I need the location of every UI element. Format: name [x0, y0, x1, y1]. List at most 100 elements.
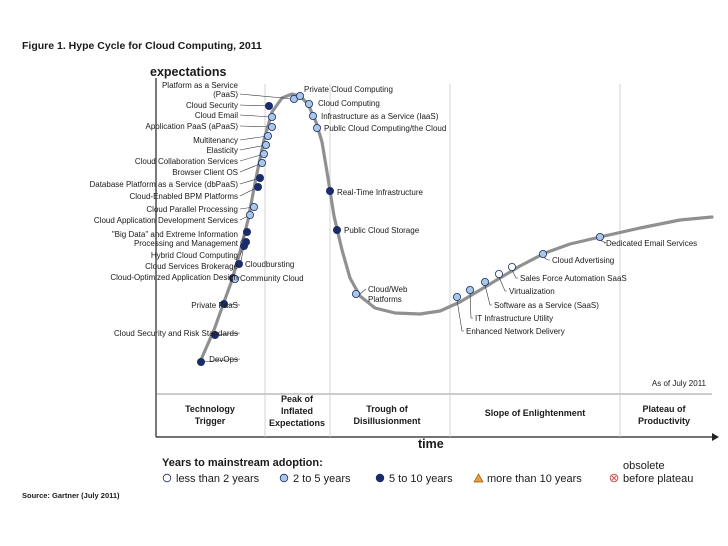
marker-right-5	[332, 225, 341, 234]
tech-label-slope-3: Virtualization	[509, 287, 555, 296]
tech-label-slope-1: Cloud Advertising	[552, 256, 614, 265]
tech-label-left-10: Cloud Parallel Processing	[146, 205, 238, 214]
marker-left-16	[219, 299, 228, 308]
phase-label-0: Trigger	[195, 416, 226, 426]
marker-slope-5	[465, 285, 474, 294]
hype-curve-line	[198, 92, 714, 364]
leader-slope-4	[484, 284, 492, 306]
legend-label-4: obsolete	[623, 460, 665, 472]
tech-label-slope-5: IT Infrastructure Utility	[475, 314, 553, 323]
phase-label-1: Expectations	[269, 418, 325, 428]
figure-title: Figure 1. Hype Cycle for Cloud Computing…	[22, 40, 262, 52]
leader-slope-2	[511, 269, 518, 279]
marker-right-2	[308, 112, 317, 121]
tech-label-left-4: Multitenancy	[193, 136, 238, 145]
tech-label-slope-0: Dedicated Email Services	[606, 239, 697, 248]
tech-label-slope-4: Software as a Service (SaaS)	[494, 301, 599, 310]
leader-left-0	[239, 93, 295, 100]
marker-left-1	[264, 102, 273, 111]
tech-label-left-0: (PaaS)	[213, 90, 238, 99]
tech-label-left-8: Database Platform as a Service (dbPaaS)	[89, 180, 238, 189]
legend: Years to mainstream adoption: less than 2…	[162, 457, 693, 485]
tech-label-left-11: Cloud Application Development Services	[94, 216, 238, 225]
tech-label-left-18: DevOps	[209, 355, 238, 364]
tech-label-right-8: Platforms	[368, 295, 402, 304]
marker-slope-0	[596, 232, 605, 241]
tech-label-left-0: Platform as a Service	[162, 81, 239, 90]
leader-slope-1	[542, 256, 550, 261]
tech-label-left-12: "Big Data" and Extreme Information	[112, 230, 238, 239]
marker-left-14	[239, 241, 248, 250]
hype-curve	[198, 92, 714, 364]
tech-label-right-5: Public Cloud Storage	[344, 226, 420, 235]
marker-left-12	[242, 227, 251, 236]
tech-label-left-12: Processing and Management	[134, 239, 239, 248]
marker-right-3	[312, 124, 321, 133]
marker-slope-6	[452, 292, 461, 301]
leader-slope-6	[456, 299, 464, 332]
phase-label-4: Plateau of	[642, 404, 686, 414]
leader-left-2	[239, 114, 273, 118]
marker-right-7	[230, 274, 239, 283]
tech-label-left-16: Private PaaS	[191, 301, 238, 310]
marker-right-0	[295, 92, 304, 101]
legend-marker-0	[162, 473, 172, 483]
leader-slope-0	[599, 239, 607, 244]
leader-slope-3	[498, 276, 507, 292]
tech-label-left-3: Application PaaS (aPaaS)	[146, 122, 239, 131]
tech-label-slope-6: Enhanced Network Delivery	[466, 327, 565, 336]
tech-label-left-14: Cloud Services Brokerage	[145, 262, 238, 271]
phase-label-1: Peak of	[281, 394, 314, 404]
leader-left-3	[239, 125, 273, 128]
marker-left-6	[259, 149, 268, 158]
leader-left-17	[214, 332, 241, 336]
tech-label-right-3: Public Cloud Computing/the Cloud	[324, 124, 446, 133]
legend-marker-1	[279, 473, 289, 483]
phase-label-2: Disillusionment	[353, 416, 420, 426]
legend-label-4: before plateau	[623, 473, 693, 485]
marker-right-6	[234, 259, 243, 268]
tech-label-right-2: Infrastructure as a Service (IaaS)	[321, 112, 439, 121]
tech-label-left-2: Cloud Email	[195, 111, 238, 120]
marker-left-3	[267, 123, 276, 132]
y-axis-label: expectations	[150, 65, 226, 79]
leader-right-8	[359, 288, 367, 295]
phase-label-0: Technology	[185, 404, 235, 414]
x-axis-arrowhead	[712, 433, 719, 441]
legend-marker-2	[375, 473, 385, 483]
marker-left-9	[253, 182, 262, 191]
marker-slope-2	[507, 262, 516, 271]
marker-right-8	[351, 289, 360, 298]
phase-label-1: Inflated	[281, 406, 313, 416]
tech-label-right-6: Cloudbursting	[245, 260, 294, 269]
tech-label-left-1: Cloud Security	[186, 101, 238, 110]
leader-left-4	[239, 135, 269, 141]
tech-label-right-1: Cloud Computing	[318, 99, 380, 108]
source-note: Source: Gartner (July 2011)	[22, 491, 120, 500]
marker-slope-3	[494, 269, 503, 278]
tech-label-left-9: Cloud-Enabled BPM Platforms	[130, 192, 239, 201]
leader-left-5	[239, 144, 267, 151]
marker-left-7	[257, 158, 266, 167]
as-of-note: As of July 2011	[652, 379, 707, 388]
legend-title: Years to mainstream adoption:	[162, 457, 323, 469]
x-axis-label: time	[418, 437, 444, 451]
leader-left-6	[239, 153, 265, 162]
legend-label-1: 2 to 5 years	[293, 473, 351, 485]
tech-label-left-5: Elasticity	[206, 146, 238, 155]
marker-left-11	[245, 210, 254, 219]
tech-label-right-7: Community Cloud	[240, 274, 304, 283]
legend-label-3: more than 10 years	[487, 473, 582, 485]
marker-left-5	[261, 140, 270, 149]
marker-left-8	[255, 173, 264, 182]
marker-left-17	[210, 330, 219, 339]
phase-label-3: Slope of Enlightenment	[485, 408, 586, 418]
leader-left-18	[200, 358, 241, 363]
technology-markers	[196, 92, 605, 366]
leader-left-1	[239, 104, 270, 107]
technology-labels: Platform as a Service(PaaS) Cloud Securit…	[89, 81, 697, 364]
tech-label-right-4: Real-Time Infrastructure	[337, 188, 424, 197]
tech-label-slope-2: Sales Force Automation SaaS	[520, 274, 627, 283]
tech-label-right-8: Cloud/Web	[368, 285, 408, 294]
